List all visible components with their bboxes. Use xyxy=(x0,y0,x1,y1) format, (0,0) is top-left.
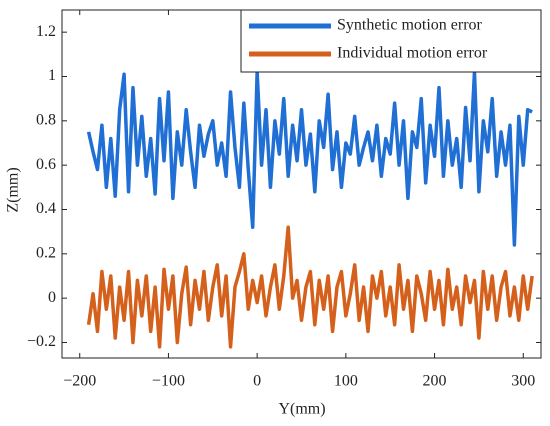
series-line xyxy=(86,70,533,247)
x-axis-label: Y(mm) xyxy=(278,401,325,418)
y-tick-label: 0 xyxy=(48,289,56,306)
legend-label: Synthetic motion error xyxy=(337,17,483,34)
y-tick-label: 0.6 xyxy=(36,156,56,173)
x-tick-label: 200 xyxy=(423,373,447,390)
x-tick-label: −200 xyxy=(63,373,96,390)
y-tick-label: 1 xyxy=(48,67,56,84)
y-tick-label: 0.8 xyxy=(36,111,56,128)
x-tick-label: 100 xyxy=(334,373,358,390)
series-line xyxy=(86,225,534,349)
legend-box xyxy=(240,9,542,73)
legend-label: Individual motion error xyxy=(337,45,488,62)
x-tick-label: 300 xyxy=(511,373,535,390)
y-tick-label: 0.4 xyxy=(36,200,56,217)
y-tick-label: 0.2 xyxy=(36,244,56,261)
y-axis-label: Z(mm) xyxy=(5,167,22,212)
x-tick-label: 0 xyxy=(253,373,261,390)
x-tick-label: −100 xyxy=(152,373,185,390)
y-tick-label: −0.2 xyxy=(27,333,56,350)
y-tick-label: 1.2 xyxy=(36,23,56,40)
